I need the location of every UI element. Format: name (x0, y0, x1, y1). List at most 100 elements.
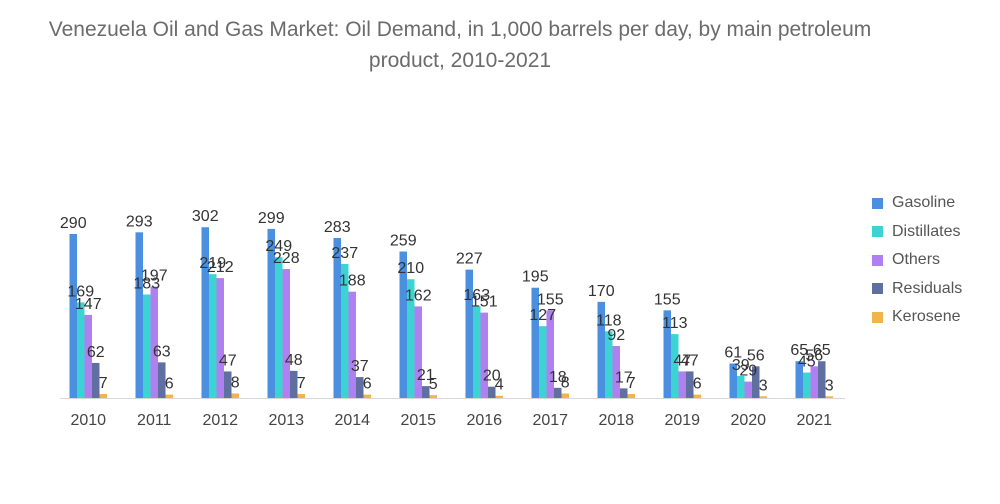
bar-gasoline-2010 (69, 234, 77, 398)
bar-others-2018 (612, 345, 620, 398)
bar-residuals-2017 (554, 387, 562, 398)
bar-gasoline-2012 (201, 227, 209, 398)
bar-residuals-2014 (356, 377, 364, 398)
legend-item-distillates: Distillates (872, 218, 962, 247)
data-label-gasoline-2017: 195 (522, 269, 549, 286)
bar-others-2015 (414, 306, 422, 398)
bar-distillates-2015 (407, 279, 415, 398)
bar-distillates-2018 (605, 331, 613, 398)
data-label-kerosene-2021: 3 (825, 377, 834, 394)
bar-residuals-2020 (752, 366, 760, 398)
data-label-residuals-2021: 65 (813, 342, 831, 359)
data-label-gasoline-2019: 155 (654, 291, 681, 308)
chart-title: Venezuela Oil and Gas Market: Oil Demand… (48, 18, 872, 72)
x-tick-label-2015: 2015 (400, 412, 436, 429)
data-label-gasoline-2012: 302 (192, 208, 219, 225)
data-label-others-2019: 47 (673, 352, 691, 369)
bar-distillates-2021 (803, 372, 811, 398)
data-label-residuals-2012: 47 (219, 352, 237, 369)
bar-kerosene-2017 (561, 393, 569, 398)
bar-kerosene-2020 (759, 396, 767, 398)
data-label-others-2011: 197 (141, 268, 168, 285)
data-label-distillates-2014: 237 (331, 245, 358, 262)
legend-label-others: Others (892, 251, 941, 269)
data-label-others-2013: 228 (273, 250, 300, 267)
bar-others-2014 (348, 291, 356, 398)
bar-others-2011 (150, 286, 158, 398)
chart-legend: Gasoline Distillates Others Residuals Kerose… (872, 189, 962, 332)
bar-residuals-2012 (224, 371, 232, 398)
legend-item-gasoline: Gasoline (872, 189, 962, 218)
x-tick-label-2012: 2012 (202, 412, 238, 429)
data-label-kerosene-2015: 5 (429, 376, 438, 393)
bar-residuals-2013 (290, 370, 298, 398)
bar-others-2021 (810, 366, 818, 398)
bar-kerosene-2013 (297, 394, 305, 398)
data-label-gasoline-2014: 283 (324, 219, 351, 236)
x-tick-label-2016: 2016 (466, 412, 502, 429)
legend-swatch-distillates (872, 226, 883, 238)
bar-kerosene-2018 (627, 394, 635, 398)
data-label-kerosene-2010: 7 (99, 375, 108, 392)
data-label-distillates-2010: 169 (67, 283, 94, 300)
bar-others-2013 (282, 269, 290, 398)
bar-residuals-2018 (620, 388, 628, 398)
legend-swatch-kerosene (872, 311, 883, 323)
bar-distillates-2019 (671, 334, 679, 398)
data-label-distillates-2015: 210 (397, 260, 424, 277)
x-tick-label-2021: 2021 (796, 412, 832, 429)
bar-residuals-2011 (158, 362, 166, 398)
bar-residuals-2021 (818, 361, 826, 398)
bar-kerosene-2014 (363, 394, 371, 398)
data-label-others-2015: 162 (405, 287, 432, 304)
data-label-residuals-2013: 48 (285, 352, 303, 369)
data-label-residuals-2011: 63 (153, 343, 171, 360)
data-label-kerosene-2014: 6 (363, 376, 372, 393)
bar-distillates-2014 (341, 263, 349, 398)
data-label-gasoline-2010: 290 (60, 215, 87, 232)
bar-gasoline-2013 (267, 228, 275, 398)
bar-kerosene-2012 (231, 393, 239, 398)
bar-gasoline-2021 (795, 361, 803, 398)
x-tick-label-2017: 2017 (532, 412, 568, 429)
data-label-kerosene-2018: 7 (627, 375, 636, 392)
data-label-kerosene-2019: 6 (693, 376, 702, 393)
legend-swatch-gasoline (872, 197, 883, 209)
bar-others-2020 (744, 381, 752, 398)
bar-distillates-2011 (143, 294, 151, 398)
data-label-distillates-2013: 249 (265, 238, 292, 255)
bar-residuals-2019 (686, 371, 694, 398)
bar-others-2016 (480, 312, 488, 398)
bar-distillates-2016 (473, 305, 481, 398)
data-label-kerosene-2012: 8 (231, 374, 240, 391)
legend-label-distillates: Distillates (892, 222, 961, 240)
data-label-kerosene-2017: 8 (561, 374, 570, 391)
bar-kerosene-2011 (165, 394, 173, 398)
bar-gasoline-2020 (729, 363, 737, 398)
data-label-gasoline-2011: 293 (126, 213, 153, 230)
bar-gasoline-2019 (663, 310, 671, 398)
bar-residuals-2010 (92, 362, 100, 398)
data-label-kerosene-2016: 4 (495, 377, 504, 394)
data-label-kerosene-2013: 7 (297, 375, 306, 392)
x-tick-label-2011: 2011 (137, 412, 172, 429)
legend-item-others: Others (872, 246, 962, 275)
bar-others-2017 (546, 310, 554, 398)
bar-gasoline-2014 (333, 237, 341, 398)
bar-distillates-2010 (77, 302, 85, 398)
data-label-residuals-2020: 56 (747, 347, 765, 364)
bar-gasoline-2011 (135, 232, 143, 398)
x-tick-label-2018: 2018 (598, 412, 634, 429)
data-label-kerosene-2020: 3 (759, 377, 768, 394)
bar-others-2010 (84, 314, 92, 398)
data-label-gasoline-2015: 259 (390, 233, 417, 250)
legend-swatch-others (872, 254, 883, 266)
x-tick-label-2020: 2020 (730, 412, 766, 429)
legend-label-kerosene: Kerosene (892, 308, 961, 326)
legend-swatch-residuals (872, 283, 883, 295)
data-label-gasoline-2013: 299 (258, 210, 285, 227)
bar-residuals-2015 (422, 386, 430, 398)
data-label-distillates-2012: 219 (199, 255, 226, 272)
